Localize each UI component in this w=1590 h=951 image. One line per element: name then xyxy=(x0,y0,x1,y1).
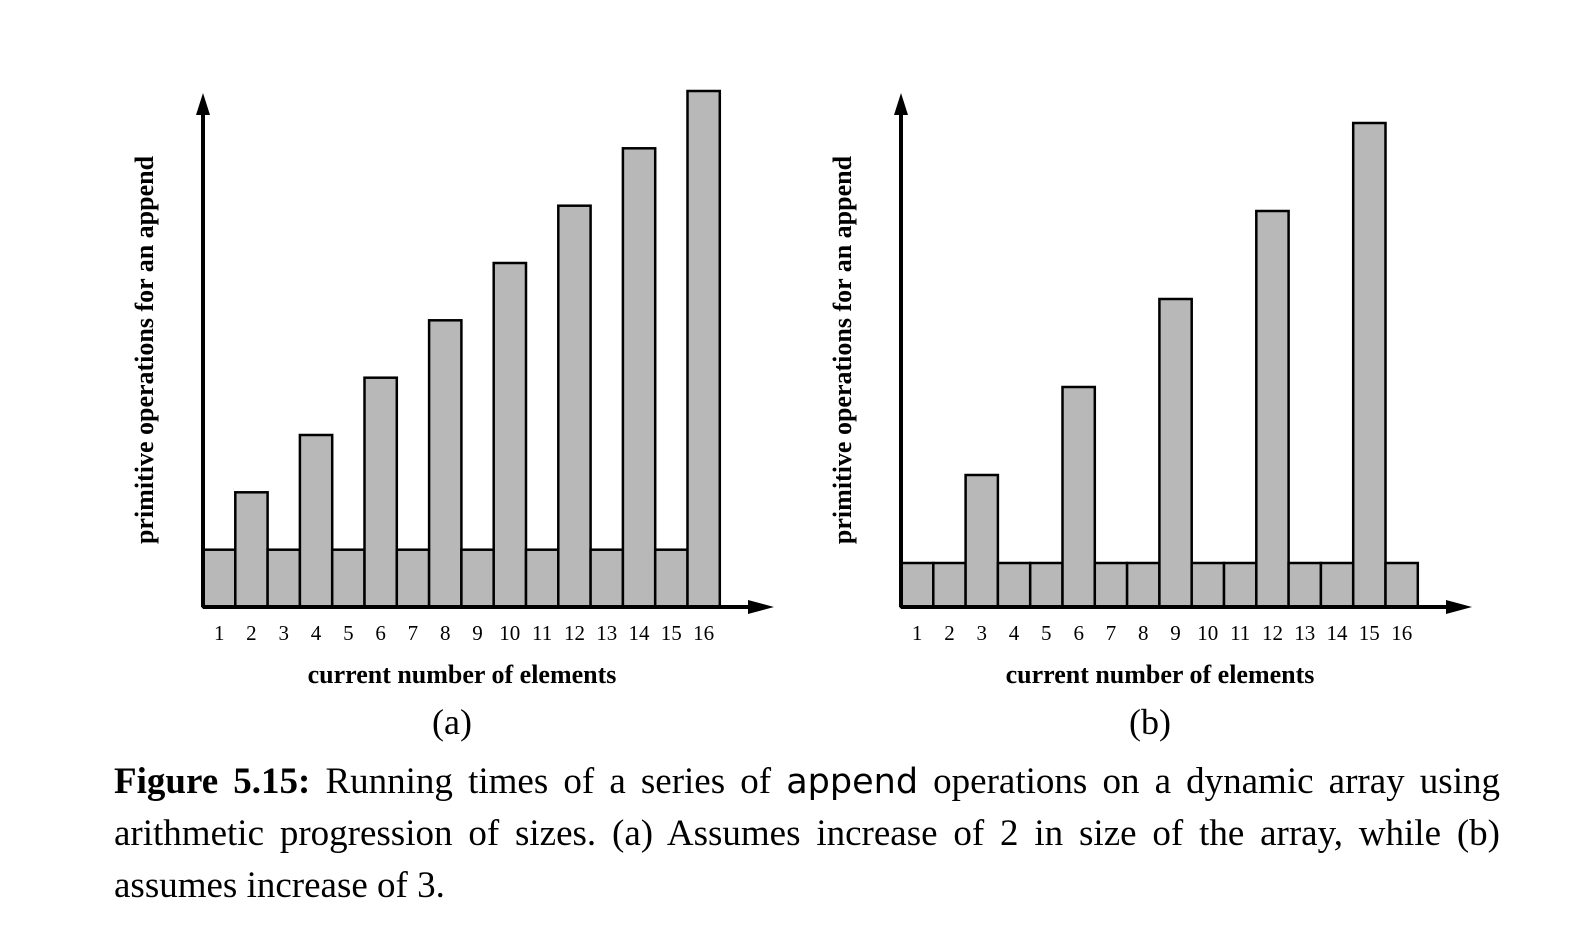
x-axis-arrow xyxy=(1446,600,1472,614)
figure-caption: Figure 5.15: Running times of a series o… xyxy=(114,756,1500,912)
bar-b-16 xyxy=(1384,561,1420,609)
x-tick-label: 6 xyxy=(1073,621,1084,645)
x-tick-label: 11 xyxy=(532,621,552,645)
bar-a-8 xyxy=(427,319,463,609)
x-tick-label: 5 xyxy=(343,621,354,645)
x-axis-label: current number of elements xyxy=(1006,660,1315,689)
caption-label: Figure 5.15: xyxy=(114,761,311,802)
y-axis-label: primitive operations for an append xyxy=(130,155,159,544)
x-axis-label: current number of elements xyxy=(308,660,617,689)
x-tick-label: 3 xyxy=(279,621,290,645)
bar-b-9 xyxy=(1158,297,1193,609)
x-axis-arrow xyxy=(748,600,774,614)
bar-b-4 xyxy=(996,561,1032,609)
bar-b-15 xyxy=(1351,121,1387,609)
x-tick-label: 4 xyxy=(311,621,322,645)
bar-a-2 xyxy=(234,491,269,609)
bar-b-6 xyxy=(1061,385,1097,609)
x-tick-label: 10 xyxy=(1197,621,1218,645)
bar-b-5 xyxy=(1028,561,1064,609)
x-tick-label: 16 xyxy=(693,621,714,645)
x-tick-label: 8 xyxy=(440,621,451,645)
bar-b-1 xyxy=(899,561,935,609)
bar-b-8 xyxy=(1125,561,1161,609)
x-tick-label: 13 xyxy=(596,621,617,645)
x-tick-label: 12 xyxy=(564,621,585,645)
bar-a-9 xyxy=(460,548,495,609)
bar-a-11 xyxy=(524,548,560,609)
x-tick-label: 8 xyxy=(1138,621,1149,645)
x-tick-label: 9 xyxy=(472,621,483,645)
bar-b-12 xyxy=(1255,209,1290,609)
x-tick-label: 14 xyxy=(629,621,651,645)
x-tick-label: 15 xyxy=(661,621,682,645)
bar-a-16 xyxy=(686,89,722,609)
panel-label: (b) xyxy=(1129,702,1171,742)
x-tick-label: 14 xyxy=(1327,621,1349,645)
bar-b-14 xyxy=(1319,561,1355,609)
y-axis-arrow xyxy=(196,93,210,115)
x-tick-label: 4 xyxy=(1009,621,1020,645)
x-tick-label: 7 xyxy=(408,621,419,645)
x-tick-label: 9 xyxy=(1170,621,1181,645)
bar-a-5 xyxy=(330,548,366,609)
bar-a-14 xyxy=(621,147,657,609)
x-tick-label: 3 xyxy=(977,621,988,645)
y-axis-arrow xyxy=(894,93,908,115)
y-axis-label: primitive operations for an append xyxy=(828,155,857,544)
bar-b-11 xyxy=(1222,561,1258,609)
bar-b-13 xyxy=(1287,561,1323,609)
bar-a-13 xyxy=(589,548,625,609)
x-tick-label: 2 xyxy=(246,621,257,645)
caption-text-before: Running times of a series of xyxy=(310,761,787,802)
x-tick-label: 6 xyxy=(375,621,386,645)
x-tick-label: 10 xyxy=(499,621,520,645)
bar-b-10 xyxy=(1190,561,1226,609)
bar-a-1 xyxy=(201,548,237,609)
x-tick-label: 2 xyxy=(944,621,955,645)
x-tick-label: 12 xyxy=(1262,621,1283,645)
bar-a-4 xyxy=(298,433,334,609)
x-tick-label: 7 xyxy=(1106,621,1117,645)
bar-a-3 xyxy=(266,548,302,609)
x-tick-label: 15 xyxy=(1359,621,1380,645)
bar-a-6 xyxy=(363,376,399,609)
bar-a-15 xyxy=(653,548,689,609)
x-tick-label: 1 xyxy=(912,621,923,645)
caption-text-after: operations on a dynamic array using arit… xyxy=(114,761,1500,906)
panel-label: (a) xyxy=(432,702,472,742)
bar-b-2 xyxy=(932,561,967,609)
x-tick-label: 13 xyxy=(1294,621,1315,645)
x-tick-label: 11 xyxy=(1230,621,1250,645)
bar-a-10 xyxy=(492,261,528,609)
bar-a-12 xyxy=(557,204,592,609)
bar-b-3 xyxy=(964,473,1000,609)
caption-code: append xyxy=(786,762,919,802)
x-tick-label: 1 xyxy=(214,621,225,645)
bar-b-7 xyxy=(1093,561,1129,609)
x-tick-label: 16 xyxy=(1391,621,1412,645)
bar-a-7 xyxy=(395,548,431,609)
x-tick-label: 5 xyxy=(1041,621,1052,645)
